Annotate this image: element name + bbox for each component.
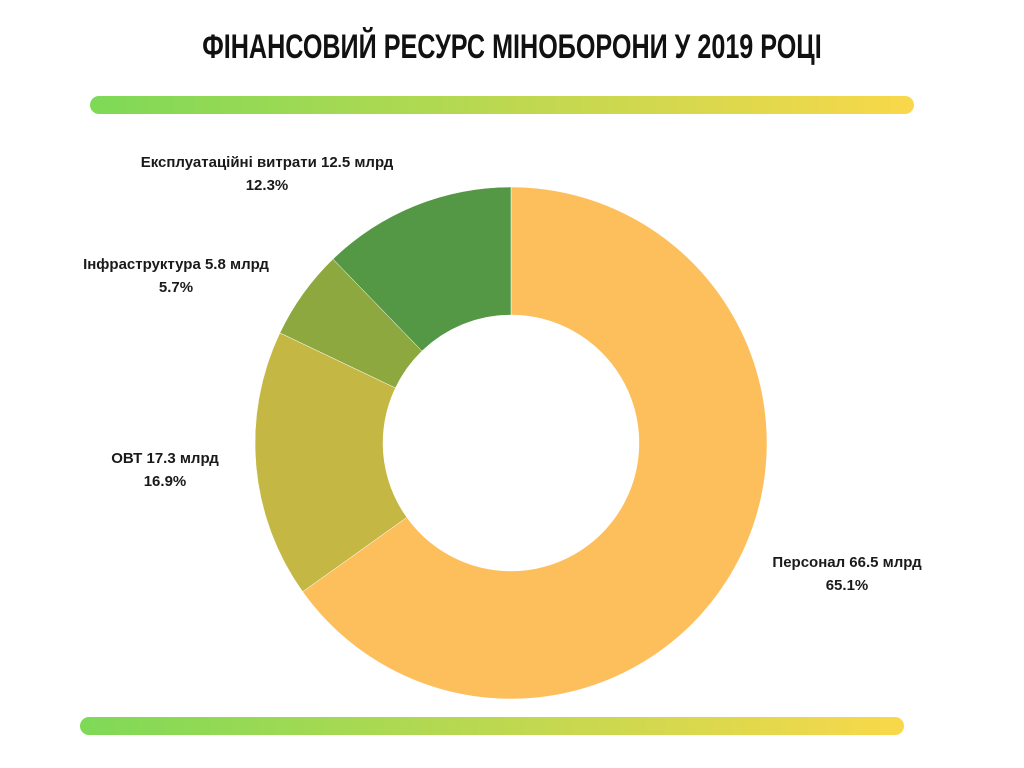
donut-slice-operating-costs: [332, 186, 512, 352]
slice-label-personnel-value: Персонал 66.5 млрд: [772, 554, 922, 571]
slice-label-personnel: Персонал 66.5 млрд 65.1%: [772, 551, 921, 597]
slice-label-infrastructure: Інфраструктура 5.8 млрд 5.7%: [83, 253, 269, 299]
chart-title: ФІНАНСОВИЙ РЕСУРС МІНОБОРОНИ У 2019 РОЦІ: [202, 28, 822, 66]
slice-label-weapons: ОВТ 17.3 млрд 16.9%: [111, 447, 219, 493]
slice-label-personnel-percent: 65.1%: [825, 577, 869, 594]
slice-label-operating-costs-value: Експлуатаційні витрати 12.5 млрд: [140, 154, 394, 171]
bottom-gradient-bar: [80, 717, 904, 735]
slice-label-weapons-value: ОВТ 17.3 млрд: [111, 450, 219, 467]
slice-label-infrastructure-percent: 5.7%: [158, 279, 194, 296]
slice-label-operating-costs: Експлуатаційні витрати 12.5 млрд 12.3%: [141, 151, 394, 197]
donut-slice-weapons: [254, 332, 408, 593]
slice-label-operating-costs-percent: 12.3%: [245, 177, 289, 194]
slice-label-infrastructure-value: Інфраструктура 5.8 млрд: [83, 256, 269, 273]
slice-label-weapons-percent: 16.9%: [143, 473, 187, 490]
top-gradient-bar: [90, 96, 914, 114]
donut-slice-personnel: [302, 186, 768, 700]
